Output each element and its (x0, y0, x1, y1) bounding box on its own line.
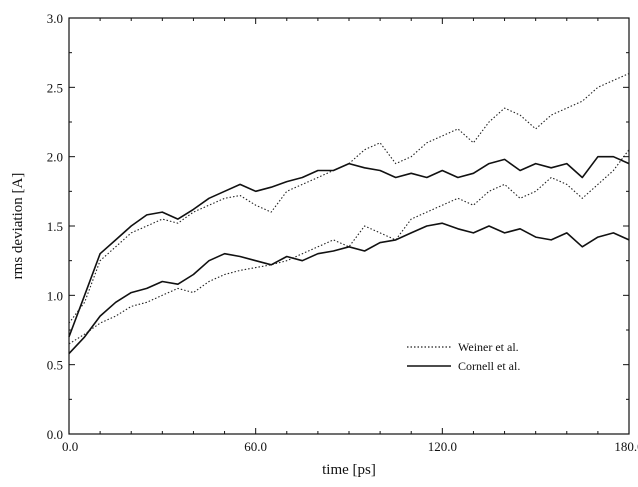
axis-ticks: 0.0 0.5 1.0 1.5 2.0 2.5 3.0 0.0 60.0 120.0 180.0 (47, 11, 638, 454)
x-tick-label: 60.0 (244, 439, 267, 454)
x-tick-label: 180.0 (614, 439, 638, 454)
legend-weiner-label: Weiner et al. (458, 340, 519, 354)
series-lines (68, 72, 630, 355)
y-tick-label: 3.0 (47, 11, 63, 26)
x-tick-label: 0.0 (62, 439, 78, 454)
plot-frame (68, 17, 630, 435)
y-tick-label: 1.0 (47, 288, 63, 303)
y-tick-label: 0.5 (47, 358, 63, 373)
y-tick-label: 2.0 (47, 150, 63, 165)
legend-cornell-label: Cornell et al. (458, 359, 520, 373)
y-tick-label: 0.0 (47, 427, 63, 442)
y-axis-title: rms deviation [A] (10, 173, 26, 280)
series-line-2 (68, 155, 630, 338)
x-axis-title: time [ps] (322, 462, 376, 478)
series-line-3 (68, 222, 630, 355)
y-tick-label: 1.5 (47, 219, 63, 234)
x-tick-label: 120.0 (428, 439, 457, 454)
legend: Weiner et al. Cornell et al. (407, 340, 520, 373)
y-tick-label: 2.5 (47, 80, 63, 95)
series-line-1 (68, 149, 630, 345)
